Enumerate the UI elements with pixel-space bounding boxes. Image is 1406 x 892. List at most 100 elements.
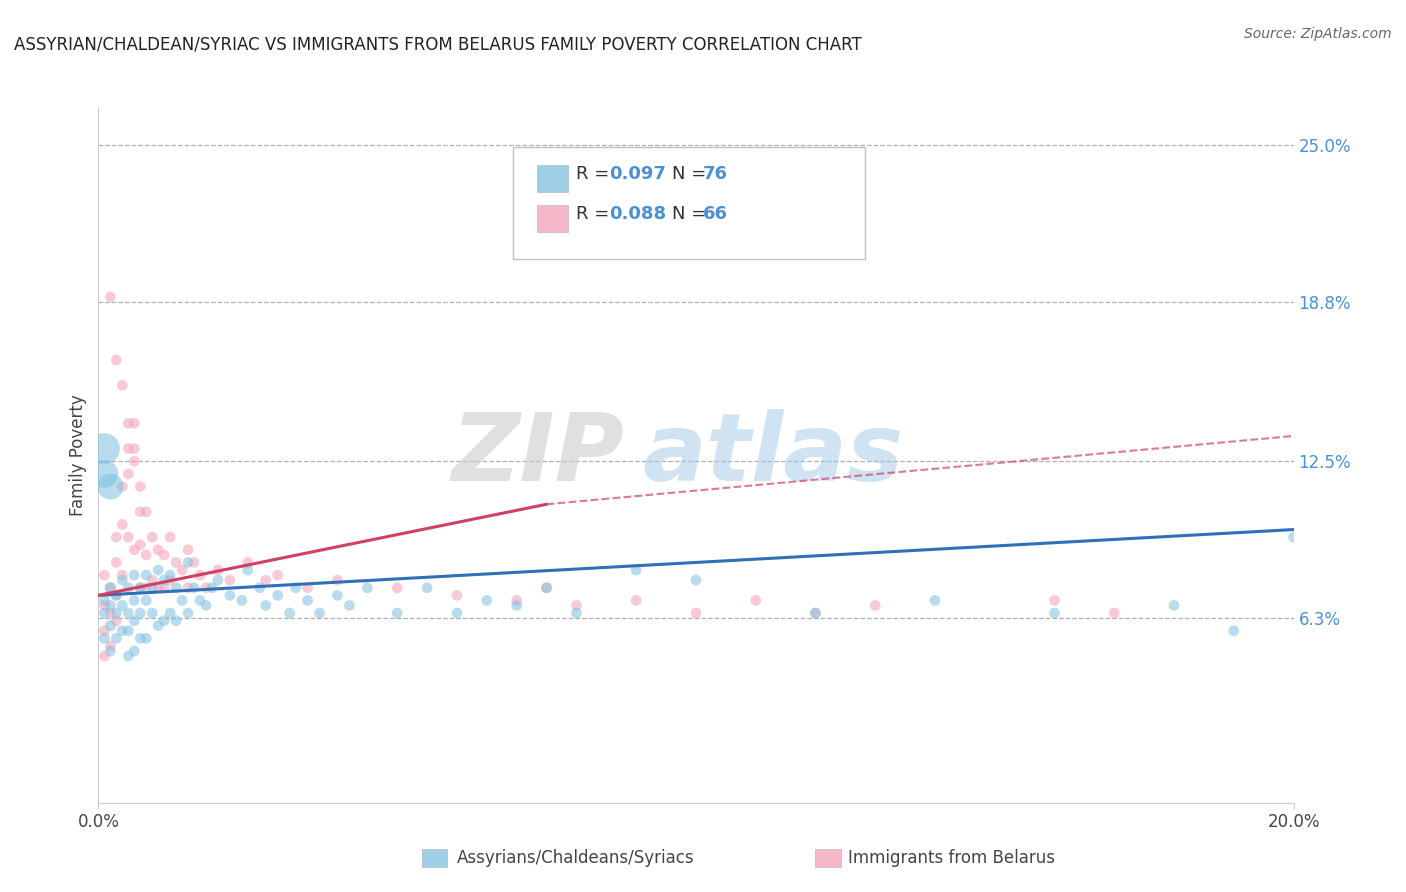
Point [297,593,319,607]
Point [219,573,242,587]
Point [105,614,128,628]
Point [141,573,163,587]
Point [129,581,152,595]
Point [111,624,134,638]
Point [924,593,946,607]
Point [165,556,187,570]
Point [236,563,259,577]
Point [165,614,187,628]
Point [124,454,146,468]
Point [278,606,301,620]
Point [326,573,349,587]
Point [93,599,115,613]
Point [100,290,122,304]
Point [117,606,139,620]
Point [536,581,558,595]
Point [141,530,163,544]
Point [105,353,128,368]
Text: R =: R = [576,165,616,183]
Point [165,581,187,595]
Point [153,573,176,587]
Point [117,417,139,431]
Point [153,581,176,595]
Point [135,593,157,607]
Point [100,581,122,595]
Point [129,505,152,519]
Text: Assyrians/Chaldeans/Syriacs: Assyrians/Chaldeans/Syriacs [457,849,695,867]
Point [141,606,163,620]
Text: Source: ZipAtlas.com: Source: ZipAtlas.com [1244,27,1392,41]
Point [183,556,205,570]
Text: R =: R = [576,205,616,223]
Point [177,542,200,557]
Text: N =: N = [672,165,711,183]
Point [565,599,588,613]
Point [124,644,146,658]
Point [267,588,290,602]
Point [236,556,259,570]
Point [219,588,242,602]
Point [177,581,200,595]
Point [416,581,439,595]
Point [159,573,181,587]
Point [626,593,648,607]
Point [159,530,181,544]
Point [100,618,122,632]
Point [111,568,134,582]
Point [231,593,253,607]
Point [267,568,290,582]
Point [100,644,122,658]
Point [111,378,134,392]
Point [172,593,194,607]
Point [111,573,134,587]
Text: 66: 66 [703,205,728,223]
Point [475,593,498,607]
Point [124,442,146,456]
Point [111,517,134,532]
Point [135,505,157,519]
Point [124,614,146,628]
Point [105,632,128,646]
Point [129,538,152,552]
Point [506,599,529,613]
Point [93,648,115,663]
Point [129,606,152,620]
Point [254,599,277,613]
Point [93,632,115,646]
Point [93,624,115,638]
Point [195,581,218,595]
Point [93,606,115,620]
Point [685,606,707,620]
Point [804,606,827,620]
Point [159,606,181,620]
Point [93,467,115,481]
Point [254,573,277,587]
Point [117,624,139,638]
Text: 0.088: 0.088 [609,205,666,223]
Text: ASSYRIAN/CHALDEAN/SYRIAC VS IMMIGRANTS FROM BELARUS FAMILY POVERTY CORRELATION C: ASSYRIAN/CHALDEAN/SYRIAC VS IMMIGRANTS F… [14,36,862,54]
Point [124,542,146,557]
Point [172,563,194,577]
Point [207,563,229,577]
Point [201,581,224,595]
Text: Immigrants from Belarus: Immigrants from Belarus [848,849,1054,867]
Point [129,581,152,595]
Point [124,593,146,607]
Point [135,581,157,595]
Text: 76: 76 [703,165,728,183]
Text: 0.097: 0.097 [609,165,665,183]
Text: N =: N = [672,205,711,223]
Point [141,581,163,595]
Point [183,581,205,595]
Point [804,606,827,620]
Point [284,581,307,595]
Point [308,606,330,620]
Y-axis label: Family Poverty: Family Poverty [69,394,87,516]
Point [105,588,128,602]
Point [100,606,122,620]
Point [385,606,409,620]
Point [135,568,157,582]
Point [745,593,768,607]
Point [177,556,200,570]
Point [129,479,152,493]
